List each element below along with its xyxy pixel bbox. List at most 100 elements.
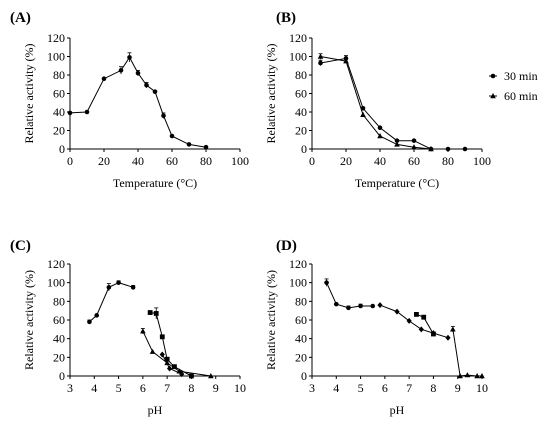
data-point	[152, 89, 158, 94]
panel-b: (B) 0 20 40 60 80 100 120 0 20 40 60 80 100 Temperatur…	[264, 10, 538, 190]
y-tick-label: 80	[53, 68, 65, 82]
x-tick-label: 3	[67, 381, 73, 395]
series-line	[69, 56, 207, 148]
data-point	[360, 106, 366, 111]
x-tick-label: 9	[213, 381, 219, 395]
data-point	[414, 312, 419, 317]
y-tick-label: 120	[289, 257, 307, 271]
y-tick-label: 100	[289, 276, 307, 290]
x-tick-label: 3	[309, 381, 315, 395]
x-tick-label: 5	[116, 381, 122, 395]
x-tick-label: 6	[140, 381, 146, 395]
data-point	[421, 314, 427, 320]
data-point	[370, 303, 376, 309]
data-point	[179, 371, 185, 378]
data-point	[118, 68, 124, 73]
x-tick-label: 20	[98, 154, 110, 168]
y-tick-label: 40	[53, 105, 65, 119]
data-point	[135, 70, 141, 76]
data-point	[394, 138, 400, 143]
x-tick-label: 100	[473, 154, 491, 168]
data-point	[474, 373, 480, 379]
y-tick-label: 60	[295, 87, 307, 101]
data-point	[360, 111, 366, 117]
y-tick-label: 120	[289, 31, 307, 45]
data-point	[377, 302, 383, 309]
data-point	[166, 365, 173, 372]
y-tick-label: 100	[289, 50, 307, 64]
data-point	[445, 334, 451, 341]
data-point	[317, 53, 324, 59]
panel-d: (D) 0 20 40 60 80 100 120 3 4 5 6 7 8 9 10 pH Relative ac…	[264, 238, 488, 417]
y-tick-label: 0	[301, 369, 307, 383]
data-point	[140, 328, 146, 334]
x-tick-label: 7	[406, 381, 412, 395]
y-axis-title: Relative activity (%)	[22, 270, 36, 370]
data-point	[450, 326, 456, 332]
y-tick-label: 80	[295, 294, 307, 308]
data-point	[164, 359, 170, 366]
series-line	[379, 304, 449, 339]
data-point	[394, 141, 400, 147]
y-tick-label: 40	[53, 332, 65, 346]
series-line	[452, 329, 482, 377]
data-point	[445, 146, 451, 152]
x-axis-title: Temperature (°C)	[113, 176, 197, 190]
x-tick-label: 10	[476, 381, 488, 395]
data-point	[479, 373, 485, 379]
x-tick-label: 60	[166, 154, 178, 168]
data-point	[428, 146, 434, 152]
y-tick-label: 20	[295, 350, 307, 364]
data-point	[189, 373, 194, 379]
x-tick-label: 0	[309, 154, 315, 168]
x-tick-label: 80	[442, 154, 454, 168]
y-tick-label: 40	[295, 105, 307, 119]
y-tick-label: 120	[47, 257, 65, 271]
panel-c: (C) 0 20 40 60 80 100 120 3 4 5 6 7 8 9 10 pH Relative ac…	[10, 238, 246, 417]
data-point	[343, 58, 349, 64]
data-point	[457, 373, 463, 379]
y-tick-label: 20	[295, 124, 307, 138]
data-point	[318, 60, 323, 66]
y-tick-label: 100	[47, 50, 65, 64]
data-point	[346, 305, 351, 311]
data-point	[377, 125, 383, 131]
x-tick-label: 4	[333, 381, 339, 395]
data-point	[116, 280, 121, 285]
data-point	[101, 76, 107, 81]
data-point	[94, 313, 100, 318]
data-point	[106, 285, 112, 290]
panel-a: (A) 0 20 40 60 80 100 120 0 20 40 60 80 100 Temperatur…	[10, 10, 249, 190]
data-point	[324, 280, 329, 285]
x-tick-label: 7	[164, 381, 170, 395]
panel-letter: (C)	[10, 238, 31, 254]
series-line	[326, 282, 373, 309]
x-tick-label: 60	[408, 154, 420, 168]
data-point	[153, 311, 159, 316]
y-axis-title: Relative activity (%)	[22, 44, 36, 144]
data-point	[411, 144, 417, 150]
y-tick-label: 40	[295, 332, 307, 346]
y-tick-label: 20	[53, 124, 65, 138]
x-tick-label: 10	[234, 381, 246, 395]
x-axis-title: pH	[390, 403, 405, 417]
legend-label: 60 min	[504, 89, 538, 103]
data-point	[169, 133, 175, 139]
data-point	[147, 310, 153, 315]
x-tick-label: 5	[358, 381, 364, 395]
x-tick-label: 100	[231, 154, 249, 168]
y-tick-label: 0	[59, 142, 65, 156]
data-point	[87, 319, 92, 325]
data-point	[358, 303, 363, 309]
data-point	[84, 109, 90, 115]
data-point	[164, 356, 170, 362]
series-line	[320, 56, 432, 150]
y-tick-label: 80	[295, 68, 307, 82]
panel-letter: (D)	[276, 238, 297, 254]
data-point	[172, 364, 177, 370]
x-tick-label: 9	[455, 381, 461, 395]
legend-label: 30 min	[504, 69, 538, 83]
y-tick-label: 60	[295, 313, 307, 327]
y-tick-label: 120	[47, 31, 65, 45]
